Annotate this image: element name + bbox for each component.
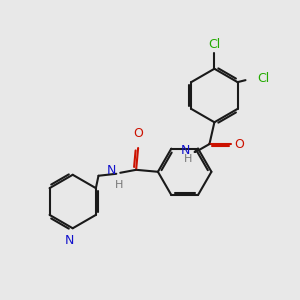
Text: N: N	[107, 164, 116, 177]
Text: N: N	[181, 145, 190, 158]
Text: H: H	[115, 180, 124, 190]
Text: Cl: Cl	[257, 72, 270, 85]
Text: Cl: Cl	[208, 38, 220, 52]
Text: O: O	[133, 127, 143, 140]
Text: N: N	[65, 234, 74, 247]
Text: O: O	[234, 138, 244, 151]
Text: H: H	[184, 154, 193, 164]
